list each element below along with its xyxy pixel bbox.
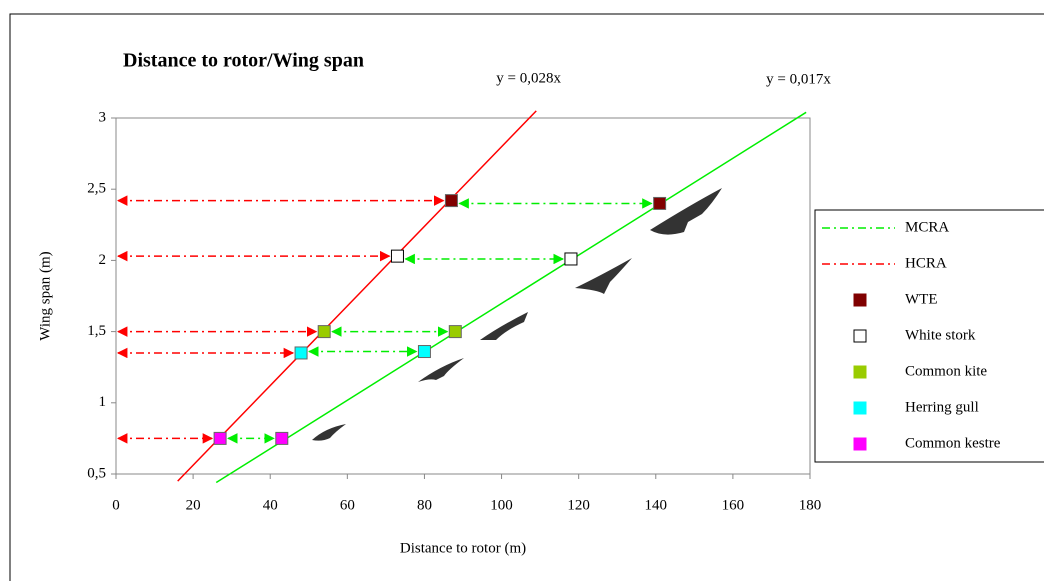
- y-axis-title: Wing span (m): [37, 251, 53, 340]
- x-tick-label: 160: [722, 497, 745, 513]
- equation-label: y = 0,028x: [496, 70, 561, 86]
- regression-line: [215, 111, 807, 484]
- point: [653, 196, 667, 210]
- x-tick-label: 40: [263, 497, 278, 513]
- point: [444, 194, 458, 208]
- point: [417, 345, 431, 359]
- x-tick-label: 80: [417, 497, 432, 513]
- equation-label: y = 0,017x: [766, 72, 831, 88]
- legend-label: Common kite: [905, 363, 987, 379]
- bird: [480, 312, 528, 340]
- x-tick-label: 120: [567, 497, 590, 513]
- point: [448, 325, 462, 339]
- legend-swatch: [853, 293, 867, 307]
- chart-title: Distance to rotor/Wing span: [123, 50, 364, 72]
- x-tick-label: 60: [340, 497, 355, 513]
- bird: [575, 258, 632, 294]
- bird-silhouettes: [312, 188, 722, 441]
- point: [275, 431, 289, 445]
- plot-area: [115, 117, 811, 475]
- x-tick-label: 140: [645, 497, 668, 513]
- point: [317, 325, 331, 339]
- point: [294, 346, 308, 360]
- plot-layer: [177, 110, 807, 484]
- y-tick-label: 1: [99, 394, 107, 410]
- y-tick-label: 2,5: [87, 181, 106, 197]
- x-tick-label: 100: [490, 497, 513, 513]
- legend-label: MCRA: [905, 219, 949, 235]
- legend-swatch: [853, 437, 867, 451]
- y-tick-label: 2: [99, 252, 107, 268]
- bird: [418, 358, 464, 382]
- legend-swatch: [853, 401, 867, 415]
- regression-line: [177, 110, 537, 482]
- point: [564, 252, 578, 266]
- bird: [312, 424, 346, 441]
- y-tick-label: 3: [99, 109, 107, 125]
- legend-label: HCRA: [905, 255, 947, 271]
- legend-label: White stork: [905, 327, 976, 343]
- x-axis-title: Distance to rotor (m): [400, 540, 526, 556]
- x-tick-label: 0: [112, 497, 120, 513]
- y-tick-label: 1,5: [87, 323, 106, 339]
- legend-label: Herring gull: [905, 399, 979, 415]
- x-tick-label: 180: [799, 497, 822, 513]
- legend: [814, 209, 1044, 463]
- legend-label: Common kestre: [905, 435, 1001, 451]
- bird: [650, 188, 722, 235]
- legend-swatch: [853, 329, 867, 343]
- point: [213, 431, 227, 445]
- y-tick-label: 0,5: [87, 465, 106, 481]
- x-tick-label: 20: [186, 497, 201, 513]
- point: [390, 249, 404, 263]
- legend-swatch: [853, 365, 867, 379]
- legend-label: WTE: [905, 291, 937, 307]
